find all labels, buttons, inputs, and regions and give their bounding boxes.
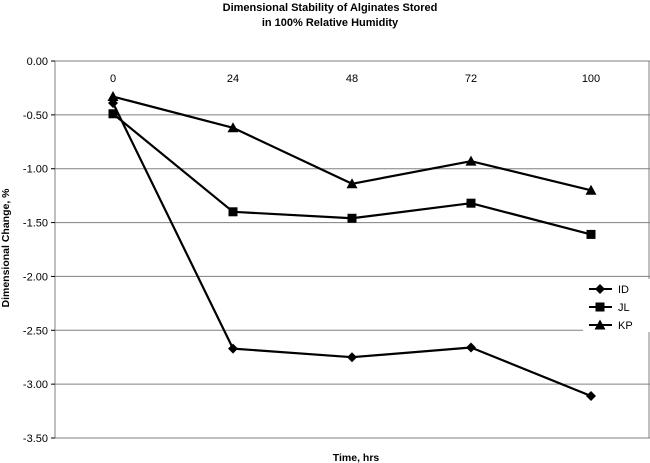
x-tick-label: 0	[110, 73, 116, 85]
legend: ID JL KP	[583, 279, 650, 332]
chart-title: Dimensional Stability of Alginates Store…	[223, 2, 438, 29]
data-point-kp	[107, 91, 119, 102]
legend-label: JL	[618, 302, 630, 314]
y-tick-label: -1.00	[23, 164, 48, 176]
y-axis-ticks: 0.00 -0.50 -1.00 -1.50 -2.00 -2.50 -3.00 -3.50	[23, 56, 55, 445]
x-tick-label: 48	[346, 73, 358, 85]
legend-label: KP	[618, 320, 633, 332]
legend-marker-jl	[595, 302, 605, 312]
y-tick-label: -0.50	[23, 110, 48, 122]
data-point-id	[228, 343, 238, 354]
legend-marker-id	[595, 284, 605, 294]
series-kp	[107, 91, 597, 195]
chart-title-line-2: in 100% Relative Humidity	[262, 17, 399, 29]
legend-box	[583, 279, 650, 332]
data-point-jl	[586, 229, 596, 239]
legend-marker-kp	[594, 319, 606, 330]
series-line-kp	[112, 95, 592, 192]
data-point-jl	[347, 213, 357, 223]
data-point-kp	[346, 178, 358, 189]
plot-area	[54, 60, 650, 439]
y-tick-label: -3.00	[23, 379, 48, 391]
series	[107, 91, 597, 401]
gridlines	[55, 60, 650, 439]
y-tick-label: -1.50	[23, 218, 48, 230]
y-axis-title: Dimensional Change, %	[0, 188, 12, 308]
x-tick-label: 72	[465, 73, 477, 85]
series-line-id	[112, 102, 592, 398]
data-point-id	[347, 352, 357, 363]
x-axis-title: Time, hrs	[333, 452, 380, 463]
y-tick-label: -2.50	[23, 325, 48, 337]
series-jl	[108, 109, 596, 239]
data-point-kp	[465, 155, 477, 166]
data-point-kp	[227, 122, 239, 133]
legend-label: ID	[618, 284, 629, 296]
legend-item-kp: KP	[589, 319, 633, 332]
data-point-id	[466, 342, 476, 353]
y-tick-label: 0.00	[27, 56, 48, 68]
x-axis-ticks: 0 24 48 72 100	[110, 73, 600, 85]
data-point-kp	[585, 184, 597, 195]
chart-title-line-1: Dimensional Stability of Alginates Store…	[223, 2, 438, 14]
y-tick-label: -3.50	[23, 433, 48, 445]
data-point-id	[586, 390, 596, 401]
series-id	[108, 98, 596, 401]
legend-item-jl: JL	[589, 302, 630, 314]
legend-item-id: ID	[589, 284, 629, 296]
data-point-jl	[108, 109, 118, 119]
y-tick-label: -2.00	[23, 271, 48, 283]
x-tick-label: 100	[582, 73, 600, 85]
x-tick-label: 24	[227, 73, 239, 85]
data-point-jl	[466, 198, 476, 208]
data-point-jl	[228, 207, 238, 217]
